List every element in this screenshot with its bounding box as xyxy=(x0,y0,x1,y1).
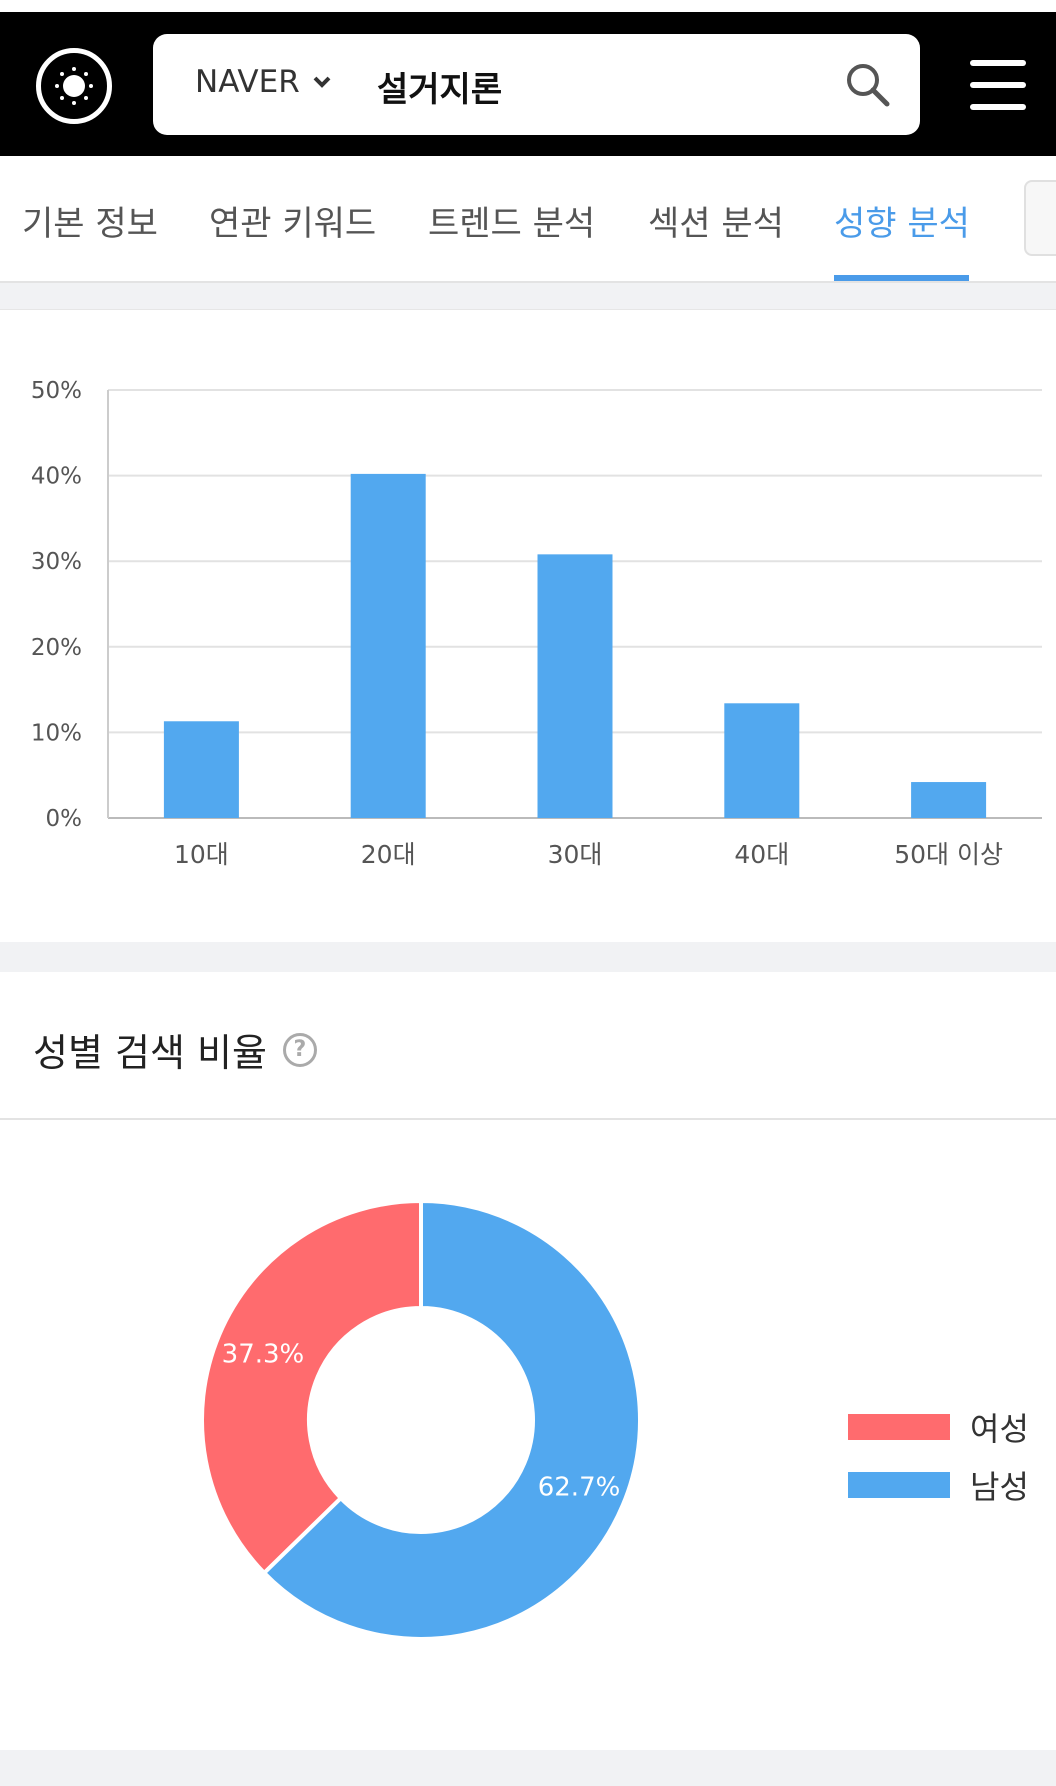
slice-value-label: 62.7% xyxy=(538,1473,621,1503)
tab-related-keywords[interactable]: 연관 키워드 xyxy=(209,204,377,244)
x-tick-label: 10대 xyxy=(174,840,229,869)
x-tick-label: 20대 xyxy=(361,840,416,869)
help-icon[interactable]: ? xyxy=(282,1032,317,1067)
legend-item-male[interactable]: 남성 xyxy=(848,1456,1029,1514)
x-tick-label: 30대 xyxy=(548,840,603,869)
donut-slice[interactable] xyxy=(261,1198,642,1641)
search-icon[interactable] xyxy=(843,60,893,110)
slice-value-label: 37.3% xyxy=(222,1339,305,1369)
bar[interactable] xyxy=(911,782,987,818)
active-tab-indicator xyxy=(834,275,969,281)
engine-selector[interactable]: NAVER xyxy=(195,64,332,100)
gender-donut-chart: 37.3% 62.7% xyxy=(200,1198,642,1641)
legend-item-female[interactable]: 여성 xyxy=(848,1398,1029,1456)
y-tick-label: 50% xyxy=(31,378,82,404)
legend-label-male: 남성 xyxy=(970,1468,1029,1506)
tab-tendency-analysis[interactable]: 성향 분석 xyxy=(834,204,970,244)
search-query[interactable]: 설거지론 xyxy=(377,70,503,110)
gender-title-text: 성별 검색 비율 xyxy=(33,1031,267,1075)
y-tick-label: 0% xyxy=(46,806,83,832)
tab-scroll-button[interactable] xyxy=(1024,180,1056,256)
app-header: NAVER 설거지론 xyxy=(0,12,1056,156)
legend-swatch-male xyxy=(848,1472,950,1498)
bar[interactable] xyxy=(724,703,800,818)
status-strip xyxy=(0,0,1056,12)
y-tick-label: 30% xyxy=(31,549,82,575)
tab-basic-info[interactable]: 기본 정보 xyxy=(22,204,158,244)
y-tick-label: 20% xyxy=(31,635,82,661)
age-bar-chart: 0% 10% 20% 30% 40% 50% 10대 20대 30대 40대 50대 이상 xyxy=(31,378,1042,869)
gender-section-title: 성별 검색 비율 ? xyxy=(33,1022,317,1077)
y-tick-label: 10% xyxy=(31,720,82,746)
y-tick-label: 40% xyxy=(31,464,82,490)
tab-trend-analysis[interactable]: 트렌드 분석 xyxy=(428,204,596,244)
donut-slice[interactable] xyxy=(200,1198,423,1576)
gender-ratio-card: 성별 검색 비율 ? 37.3% 62.7% xyxy=(0,972,1056,1750)
bar[interactable] xyxy=(537,554,613,818)
section-divider xyxy=(0,1118,1056,1120)
hamburger-menu-icon[interactable] xyxy=(970,60,1026,110)
gender-legend: 여성 남성 xyxy=(848,1398,1029,1514)
tab-section-analysis[interactable]: 섹션 분석 xyxy=(648,204,784,244)
engine-label: NAVER xyxy=(195,64,300,100)
x-tick-label: 40대 xyxy=(734,840,789,869)
tab-bar: 기본 정보 연관 키워드 트렌드 분석 섹션 분석 성향 분석 xyxy=(0,156,1056,283)
legend-swatch-female xyxy=(848,1414,950,1440)
logo-icon[interactable] xyxy=(36,48,112,124)
bar[interactable] xyxy=(163,721,239,818)
x-tick-label: 50대 이상 xyxy=(894,840,1003,869)
age-ratio-card: 0% 10% 20% 30% 40% 50% 10대 20대 30대 40대 50대 이상 xyxy=(0,309,1056,942)
search-box[interactable]: NAVER 설거지론 xyxy=(153,34,920,135)
legend-label-female: 여성 xyxy=(970,1410,1029,1448)
chevron-down-icon xyxy=(313,76,331,88)
bar[interactable] xyxy=(350,473,426,818)
